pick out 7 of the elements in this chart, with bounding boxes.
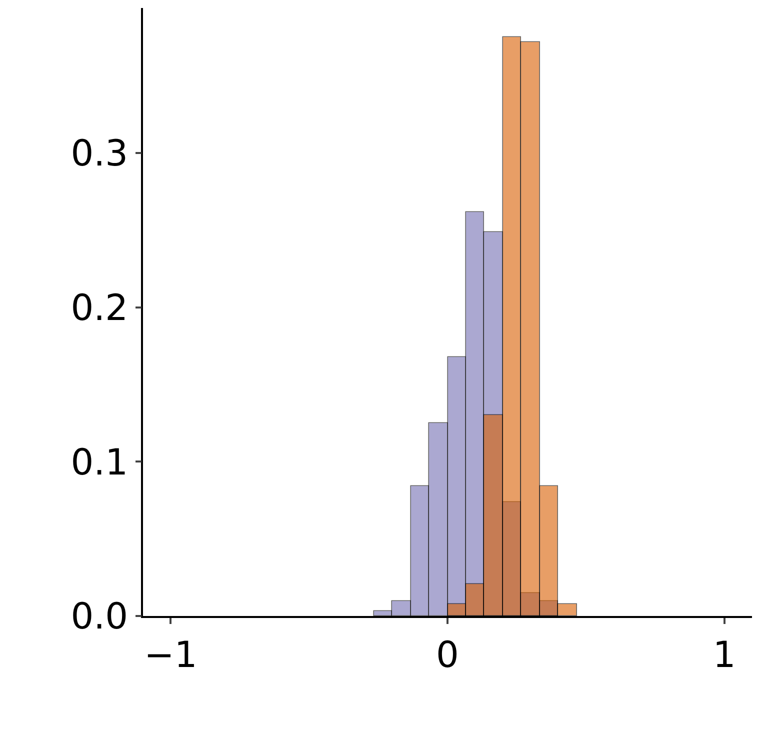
y-tick-label: 0.1 [70, 442, 128, 484]
y-tick-label: 0.3 [70, 134, 128, 175]
x-tick-label: 0 [436, 634, 459, 676]
x-tick-label: −1 [144, 634, 198, 676]
y-tick-label: 0.0 [70, 596, 128, 638]
y-tick-label: 0.2 [70, 288, 128, 329]
x-tick-label: 1 [712, 634, 736, 676]
